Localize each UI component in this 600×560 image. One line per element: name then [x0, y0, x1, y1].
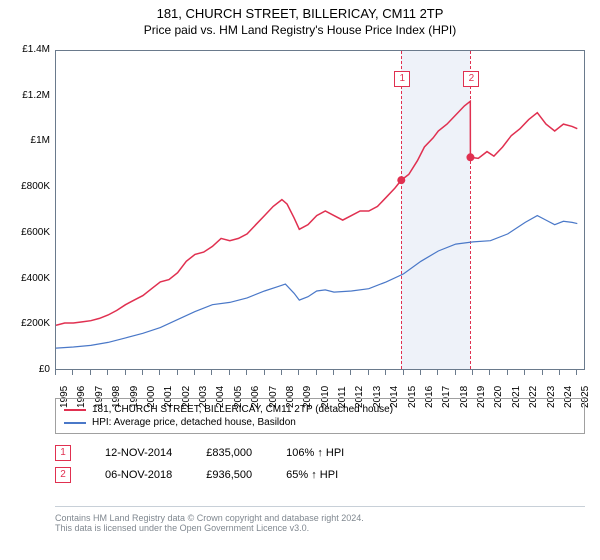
y-tick-label: £400K: [0, 273, 50, 284]
plot-area: 12: [55, 50, 585, 370]
legend-label: 181, CHURCH STREET, BILLERICAY, CM11 2TP…: [92, 404, 393, 415]
x-tick: [211, 370, 212, 375]
transaction-date: 06-NOV-2018: [105, 469, 172, 481]
x-tick: [107, 370, 108, 375]
x-tick: [507, 370, 508, 375]
data-point: [397, 176, 405, 184]
marker-icon: 1: [55, 445, 71, 461]
y-tick-label: £1.2M: [0, 90, 50, 101]
y-tick-label: £600K: [0, 227, 50, 238]
data-point: [466, 153, 474, 161]
x-tick: [316, 370, 317, 375]
marker-icon: 2: [55, 467, 71, 483]
x-tick: [333, 370, 334, 375]
x-tick: [420, 370, 421, 375]
x-tick: [125, 370, 126, 375]
legend-swatch: [64, 422, 86, 424]
transaction-table: 1 12-NOV-2014 £835,000 106% ↑ HPI 2 06-N…: [55, 442, 585, 486]
x-tick: [350, 370, 351, 375]
x-tick: [264, 370, 265, 375]
y-tick-label: £1.4M: [0, 44, 50, 55]
y-tick-label: £200K: [0, 318, 50, 329]
x-tick: [194, 370, 195, 375]
y-tick-label: £800K: [0, 181, 50, 192]
x-tick: [72, 370, 73, 375]
x-tick: [542, 370, 543, 375]
table-row: 2 06-NOV-2018 £936,500 65% ↑ HPI: [55, 464, 585, 486]
legend-item: HPI: Average price, detached house, Basi…: [64, 416, 576, 429]
x-tick: [472, 370, 473, 375]
y-tick-label: £1M: [0, 135, 50, 146]
x-tick: [142, 370, 143, 375]
x-tick: [281, 370, 282, 375]
x-tick: [298, 370, 299, 375]
x-tick: [524, 370, 525, 375]
series-hpi: [56, 216, 577, 349]
x-tick: [403, 370, 404, 375]
x-tick: [246, 370, 247, 375]
legend-box: 181, CHURCH STREET, BILLERICAY, CM11 2TP…: [55, 398, 585, 434]
page-title: 181, CHURCH STREET, BILLERICAY, CM11 2TP: [0, 0, 600, 21]
x-tick: [55, 370, 56, 375]
x-tick: [455, 370, 456, 375]
series-svg: [56, 51, 586, 371]
legend-swatch: [64, 409, 86, 411]
chart-container: 181, CHURCH STREET, BILLERICAY, CM11 2TP…: [0, 0, 600, 560]
table-row: 1 12-NOV-2014 £835,000 106% ↑ HPI: [55, 442, 585, 464]
footer: Contains HM Land Registry data © Crown c…: [55, 506, 585, 533]
legend-item: 181, CHURCH STREET, BILLERICAY, CM11 2TP…: [64, 403, 576, 416]
x-tick: [385, 370, 386, 375]
x-tick: [229, 370, 230, 375]
y-tick-label: £0: [0, 364, 50, 375]
x-tick: [177, 370, 178, 375]
x-tick: [437, 370, 438, 375]
x-tick: [159, 370, 160, 375]
legend-label: HPI: Average price, detached house, Basi…: [92, 417, 296, 428]
transaction-price: £936,500: [206, 469, 252, 481]
footer-line: This data is licensed under the Open Gov…: [55, 523, 585, 533]
transaction-delta: 65% ↑ HPI: [286, 469, 338, 481]
page-subtitle: Price paid vs. HM Land Registry's House …: [0, 21, 600, 37]
transaction-delta: 106% ↑ HPI: [286, 447, 344, 459]
transaction-price: £835,000: [206, 447, 252, 459]
legend-block: 181, CHURCH STREET, BILLERICAY, CM11 2TP…: [55, 398, 585, 486]
x-tick: [576, 370, 577, 375]
x-tick: [368, 370, 369, 375]
transaction-date: 12-NOV-2014: [105, 447, 172, 459]
vline-marker: 1: [394, 71, 410, 87]
x-tick: [489, 370, 490, 375]
x-tick: [559, 370, 560, 375]
footer-line: Contains HM Land Registry data © Crown c…: [55, 513, 585, 523]
vline-marker: 2: [463, 71, 479, 87]
x-tick: [90, 370, 91, 375]
